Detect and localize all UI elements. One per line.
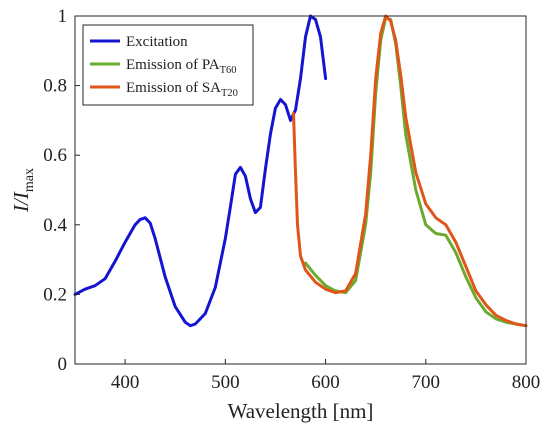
y-tick-label: 0.6 [43,145,67,166]
x-tick-label: 700 [412,372,441,393]
legend-label-sub: T20 [221,88,238,99]
y-axis-title-main: I/I [9,191,33,213]
legend-label-main: Emission of PA [126,57,220,73]
legend-label: Excitation [126,34,188,50]
legend-label-main: Excitation [126,34,188,50]
legend: Excitation Emission of PAT60 Emission of S… [82,24,254,106]
x-tick-label: 400 [111,372,140,393]
y-tick-label: 0.2 [43,284,67,305]
legend-label: Emission of PAT60 [126,57,237,76]
x-tick-label: 800 [512,372,541,393]
series-line-3 [292,14,528,328]
y-tick-label: 1 [58,6,68,27]
y-tick-label: 0 [58,354,68,375]
y-tick-label: 0.8 [43,76,67,97]
legend-label: Emission of SAT20 [126,80,238,99]
y-axis-title-sub: max [22,168,37,192]
plot-frame [74,15,527,365]
legend-label-sub: T60 [220,65,237,76]
legend-label-main: Emission of SA [126,80,221,96]
x-tick-label: 500 [211,372,240,393]
y-axis-title: I/Imax [9,168,37,213]
x-axis-ticks: 400 500 600 700 800 [111,359,540,393]
x-axis-title: Wavelength [nm] [228,399,374,423]
y-tick-label: 0.4 [43,215,67,236]
y-axis-ticks: 0 0.2 0.4 0.6 0.8 1 [43,6,80,375]
x-tick-label: 600 [311,372,340,393]
plot-lines [73,14,528,328]
